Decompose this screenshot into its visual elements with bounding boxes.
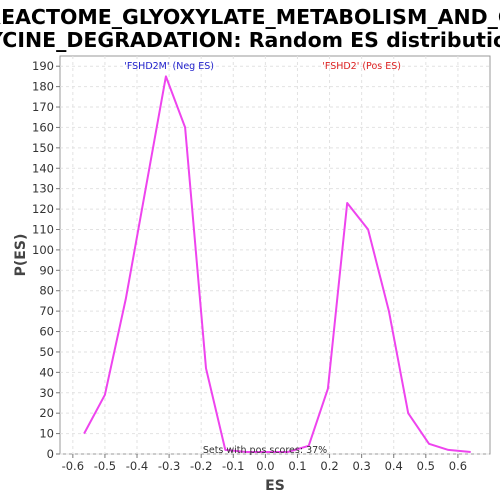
y-tick-label: 90 [39, 263, 54, 277]
annotation-label: 'FSHD2' (Pos ES) [322, 61, 401, 72]
series-layer [83, 75, 471, 453]
x-axis-ticks: -0.6 -0.5 -0.4 -0.3 -0.2 -0.1 0.0 0.1 0.2 0.3 0.4 0… [62, 454, 467, 473]
y-tick-label: 40 [39, 365, 54, 379]
plot-area [59, 55, 491, 455]
x-tick-label: 0.5 [417, 459, 435, 473]
chart-title-line2: LYCINE_DEGRADATION: Random ES distributi… [0, 28, 500, 52]
x-tick-label: 0.3 [352, 459, 370, 473]
x-tick-label: -0.1 [222, 459, 244, 473]
y-tick-label: 160 [32, 120, 54, 134]
y-tick-label: 170 [32, 100, 54, 114]
y-tick-label: 130 [32, 182, 54, 196]
y-tick-label: 10 [39, 427, 54, 441]
series-line [83, 75, 471, 453]
x-tick-label: 0.6 [449, 459, 467, 473]
y-tick-label: 140 [32, 161, 54, 175]
y-tick-label: 190 [32, 59, 54, 73]
y-tick-label: 100 [32, 243, 54, 257]
chart-title-line1: REACTOME_GLYOXYLATE_METABOLISM_AND_G [0, 5, 500, 29]
x-tick-label: 0.4 [385, 459, 403, 473]
x-tick-label: -0.5 [94, 459, 116, 473]
y-tick-label: 180 [32, 80, 54, 94]
y-tick-label: 120 [32, 202, 54, 216]
y-axis-ticks: 0 10 20 30 40 50 60 70 80 90 100 110 120 130 140 150 160… [32, 59, 60, 461]
x-tick-label: -0.6 [62, 459, 84, 473]
y-tick-label: 80 [39, 284, 54, 298]
annotation-label: 'FSHD2M' (Neg ES) [124, 61, 214, 72]
x-tick-label: -0.4 [126, 459, 148, 473]
y-tick-label: 30 [39, 386, 54, 400]
y-tick-label: 150 [32, 141, 54, 155]
y-tick-label: 110 [32, 222, 54, 236]
x-tick-label: 0.2 [320, 459, 338, 473]
footer-text: Sets with pos scores: 37% [203, 445, 327, 456]
x-tick-label: 0.1 [288, 459, 306, 473]
y-tick-label: 60 [39, 325, 54, 339]
y-tick-label: 20 [39, 406, 54, 420]
y-tick-label: 70 [39, 304, 54, 318]
x-tick-label: -0.2 [190, 459, 212, 473]
x-tick-label: -0.3 [158, 459, 180, 473]
grid [60, 56, 490, 455]
y-tick-label: 0 [47, 447, 54, 461]
y-axis-label: P(ES) [13, 234, 29, 277]
x-tick-label: 0.0 [256, 459, 274, 473]
annotations-layer: 'FSHD2M' (Neg ES) 'FSHD2' (Pos ES) [124, 61, 401, 72]
x-axis-label: ES [265, 478, 285, 494]
y-tick-label: 50 [39, 345, 54, 359]
